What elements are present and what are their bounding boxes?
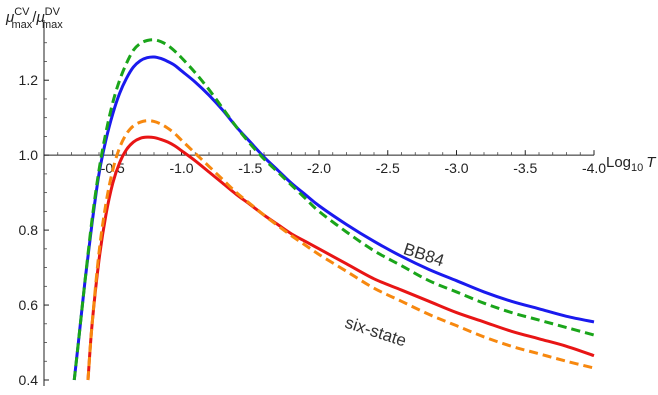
y-axis-title: μCV max/μDV max <box>5 6 63 31</box>
series-line-0 <box>72 55 595 381</box>
x-tick-label: -1.0 <box>169 160 193 176</box>
x-tick-label: -3.0 <box>444 160 468 176</box>
series-layer <box>72 38 595 381</box>
y-tick-label: 0.4 <box>19 372 39 388</box>
x-tick-label: -4.0 <box>582 160 606 176</box>
x-tick-label: -1.5 <box>238 160 262 176</box>
x-tick-label: -2.0 <box>307 160 331 176</box>
x-tick-label: -2.5 <box>376 160 400 176</box>
y-tick-label: 1.2 <box>19 72 39 88</box>
series-line-2 <box>86 135 595 381</box>
y-tick-label: 0.8 <box>19 222 39 238</box>
y-tick-label: 1.0 <box>19 147 39 163</box>
y-tick-label: 0.6 <box>19 297 39 313</box>
x-axis-title: Log10 T <box>606 154 657 174</box>
annotation-six-state: six-state <box>343 313 409 351</box>
series-line-3 <box>86 119 595 381</box>
x-tick-label: -3.5 <box>513 160 537 176</box>
series-line-1 <box>72 38 595 381</box>
